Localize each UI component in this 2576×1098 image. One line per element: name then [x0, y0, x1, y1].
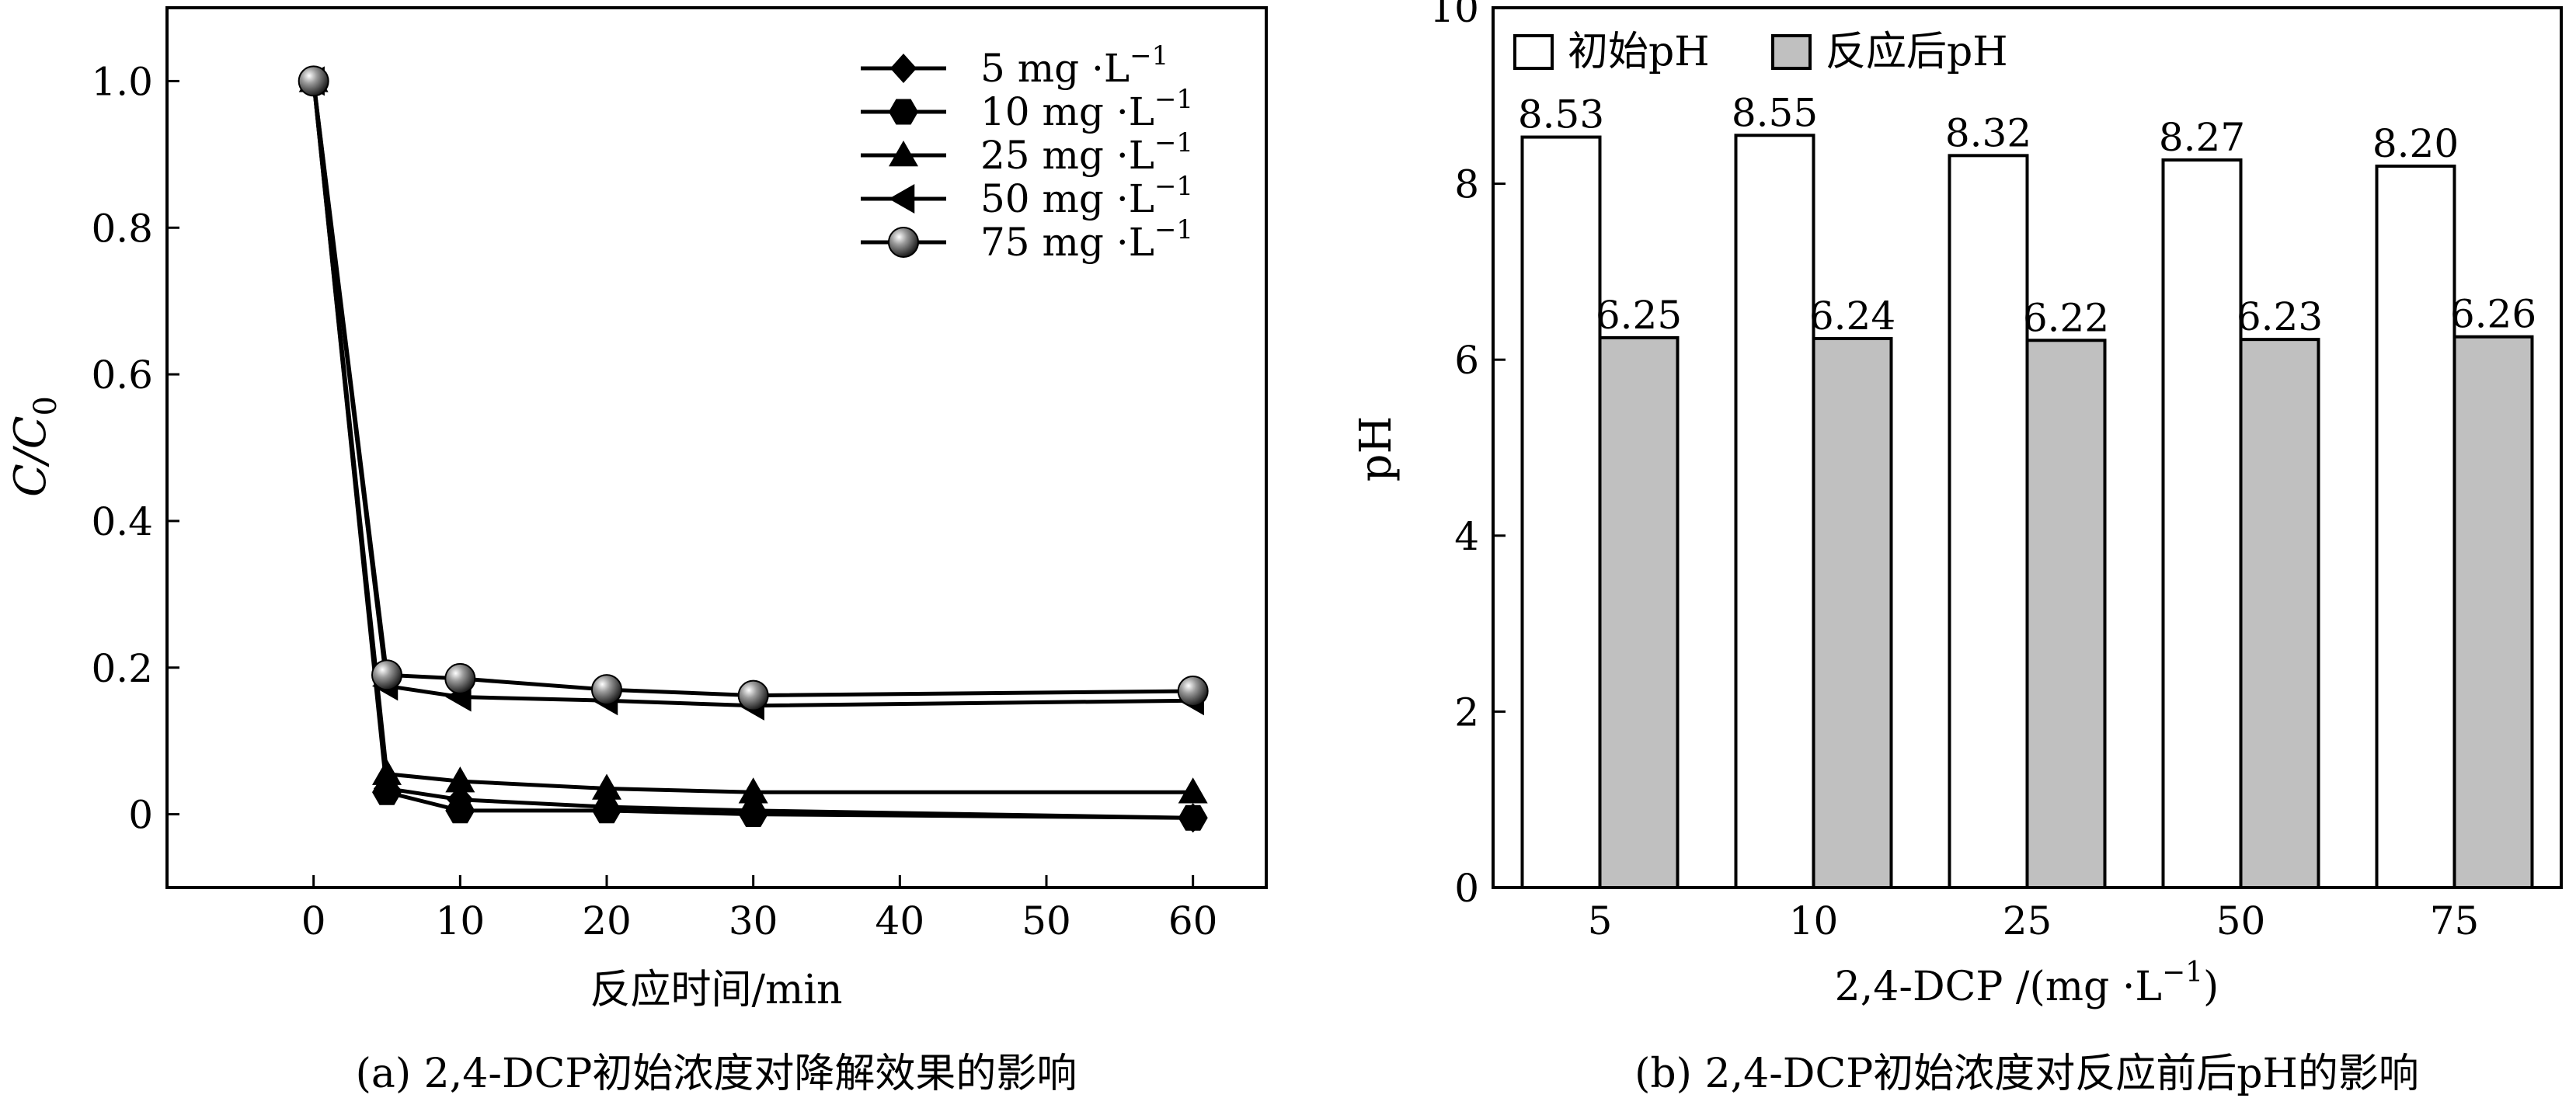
legend-label: 5 mg ·L−1	[980, 40, 1168, 91]
bar	[1734, 134, 1815, 890]
data-point	[737, 679, 769, 711]
data-point	[592, 797, 621, 824]
legend-label: 50 mg ·L−1	[980, 171, 1193, 221]
x-tick-label: 50	[1022, 898, 1071, 943]
data-point	[445, 766, 475, 793]
bar	[2161, 158, 2243, 890]
data-point	[1177, 675, 1209, 707]
bar	[2239, 338, 2320, 889]
legend-label: 反应后pH	[1826, 29, 2008, 75]
x-tick-label: 5	[1588, 898, 1613, 943]
series-line-5	[312, 81, 1193, 698]
bar-value-label: 8.27	[2159, 115, 2245, 160]
data-point	[592, 773, 621, 800]
x-tick-label: 0	[301, 898, 326, 943]
legend-label: 初始pH	[1568, 29, 1710, 75]
panel-a-plot-frame	[165, 6, 1268, 889]
y-tick-label: 4	[1454, 514, 1479, 559]
panel-a-series-markers	[298, 65, 1209, 833]
bar-value-label: 6.22	[2023, 295, 2109, 340]
data-point	[889, 54, 917, 83]
panel-b-x-axis-label: 2,4-DCP /(mg ·L−1)	[1835, 957, 2219, 1010]
x-tick-label: 50	[2216, 898, 2266, 943]
data-point	[1178, 804, 1208, 831]
y-tick-label: 1.0	[91, 59, 153, 104]
bar-value-label: 6.25	[1596, 293, 1682, 338]
bar	[1520, 135, 1602, 889]
panel-b-x-ticks: 5 10 25 50 75	[1588, 875, 2480, 943]
legend-label: 75 mg ·L−1	[980, 214, 1193, 265]
y-tick-label: 0	[1454, 866, 1479, 911]
panel-a-caption: (a) 2,4-DCP初始浓度对降解效果的影响	[356, 1051, 1077, 1097]
bar	[2452, 335, 2534, 889]
bar-value-label: 8.53	[1518, 92, 1604, 137]
y-tick-label: 0	[128, 793, 153, 838]
data-point	[889, 141, 918, 167]
panel-b-legend: 初始pH 反应后pH	[1513, 29, 2008, 75]
legend-swatch	[1513, 34, 1554, 70]
data-point	[1178, 777, 1208, 804]
x-tick-label: 20	[582, 898, 632, 943]
data-point	[738, 801, 768, 827]
data-point	[444, 662, 476, 694]
bar-value-label: 8.32	[1945, 110, 2031, 155]
panel-b-y-ticks: 0 2 4 6 8 10	[1429, 0, 1506, 911]
y-tick-label: 6	[1454, 338, 1479, 383]
data-point	[372, 779, 402, 805]
panel-b-bar-chart: 0 2 4 6 8 10 5 10 25 50 75 8.53 6.25 8.55 6.24 8.32 6.…	[1351, 0, 2563, 1097]
bar-value-label: 6.23	[2237, 294, 2323, 339]
series-line-3	[312, 81, 1193, 794]
legend-label: 10 mg ·L−1	[980, 84, 1193, 134]
data-point	[445, 797, 475, 824]
data-point	[372, 759, 402, 785]
panel-a-line-chart: 0 0.2 0.4 0.6 0.8 1.0 0 10 20 30 40 50 60 5 mg ·L−1…	[5, 6, 1268, 1097]
y-tick-label: 0.6	[91, 353, 153, 398]
y-tick-label: 0.8	[91, 206, 153, 251]
y-tick-label: 10	[1429, 0, 1479, 31]
y-tick-label: 2	[1454, 690, 1479, 735]
panel-b-y-axis-label: pH	[1351, 416, 1401, 482]
legend-label: 25 mg ·L−1	[980, 127, 1193, 178]
x-tick-label: 75	[2430, 898, 2480, 943]
bar	[2375, 164, 2456, 889]
bar-value-label: 8.55	[1732, 90, 1818, 135]
panel-b-caption: (b) 2,4-DCP初始浓度对反应前后pH的影响	[1634, 1051, 2419, 1097]
panel-a-y-axis-label: C/C0	[5, 396, 64, 497]
panel-b-bars: 8.53 6.25 8.55 6.24 8.32 6.22 8.27 6.23 8.20 6.26	[1518, 90, 2536, 890]
y-tick-label: 8	[1454, 162, 1479, 207]
data-point	[591, 674, 622, 706]
panel-a-y-ticks: 0 0.2 0.4 0.6 0.8 1.0	[91, 59, 179, 838]
data-point	[298, 65, 329, 97]
bar	[1948, 154, 2029, 889]
data-point	[371, 659, 402, 691]
bar	[2025, 339, 2107, 889]
panel-a-x-ticks: 0 10 20 30 40 50 60	[301, 875, 1218, 943]
x-tick-label: 40	[875, 898, 925, 943]
bar-value-label: 6.26	[2450, 292, 2536, 337]
bar	[1598, 335, 1680, 889]
x-tick-label: 25	[2003, 898, 2052, 943]
x-tick-label: 30	[729, 898, 778, 943]
x-tick-label: 10	[1789, 898, 1839, 943]
x-tick-label: 10	[436, 898, 486, 943]
data-point	[889, 184, 915, 214]
legend-swatch	[1771, 34, 1812, 70]
y-tick-label: 0.4	[91, 499, 153, 544]
bar-value-label: 8.20	[2372, 121, 2459, 166]
y-tick-label: 0.2	[91, 646, 153, 691]
panel-a-x-axis-label: 反应时间/min	[590, 967, 843, 1013]
x-tick-label: 60	[1168, 898, 1218, 943]
data-point	[738, 777, 768, 804]
data-point	[889, 99, 918, 125]
data-point	[888, 227, 919, 258]
panel-a-legend: 5 mg ·L−110 mg ·L−125 mg ·L−150 mg ·L−17…	[861, 40, 1193, 265]
bar-value-label: 6.24	[1809, 294, 1895, 339]
bar	[1812, 337, 1893, 889]
